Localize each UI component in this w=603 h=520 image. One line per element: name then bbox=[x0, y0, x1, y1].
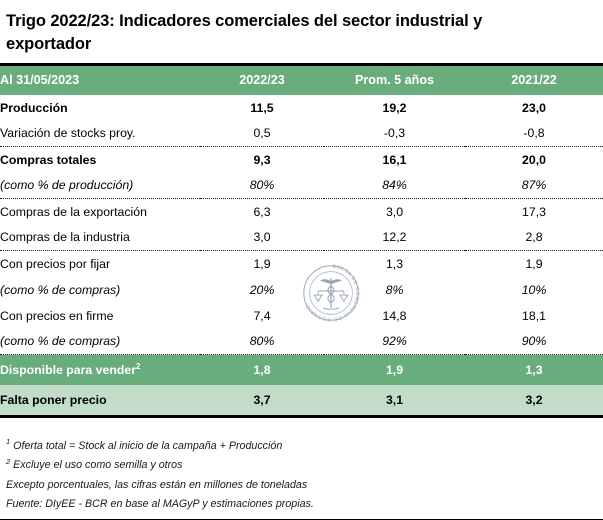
row-value-2022-23: 3,0 bbox=[200, 224, 324, 251]
footnote-text: Oferta total = Stock al inicio de la cam… bbox=[13, 440, 283, 452]
row-value-prom-5-anos: 84% bbox=[324, 172, 465, 199]
row-value-2022-23: 80% bbox=[200, 328, 324, 355]
row-label: (como % de compras) bbox=[0, 328, 200, 355]
row-value-prom-5-anos: 12,2 bbox=[324, 224, 465, 251]
row-value-2022-23: 9,3 bbox=[253, 152, 271, 167]
table-row: Compras de la exportación 6,3 3,0 17,3 bbox=[0, 199, 603, 225]
row-value-prom-5-anos: 8% bbox=[385, 282, 404, 297]
table-row-highlight-falta-precio: Falta poner precio 3,7 3,1 3,2 bbox=[0, 385, 603, 418]
row-value-prom-5-anos: 16,1 bbox=[382, 152, 407, 167]
table-row: (como % de compras) 20% 8% 10% bbox=[0, 277, 603, 303]
row-value-2022-23: 6,3 bbox=[253, 204, 271, 219]
row-value-2022-23: 20% bbox=[249, 282, 275, 297]
row-value-prom-5-anos: 14,8 bbox=[382, 308, 407, 323]
row-value-2022-23: 1,9 bbox=[253, 256, 271, 271]
footnotes: 1 Oferta total = Stock al inicio de la ca… bbox=[0, 434, 603, 520]
column-header-label: Al 31/05/2023 bbox=[0, 63, 200, 95]
row-value-2021-22: 3,2 bbox=[465, 385, 603, 418]
row-value-prom-5-anos: 1,3 bbox=[385, 256, 404, 271]
column-header-2022-23: 2022/23 bbox=[200, 63, 324, 95]
row-value-prom-5-anos: 19,2 bbox=[382, 100, 407, 115]
row-label: Compras de la industria bbox=[0, 224, 200, 251]
row-value-prom-5-anos: 92% bbox=[324, 328, 465, 355]
table-row-highlight-disponible: Disponible para vender2 1,8 1,9 1,3 bbox=[0, 354, 603, 386]
row-value-2021-22: 1,3 bbox=[525, 363, 543, 377]
column-header-prom-5-anos: Prom. 5 años bbox=[324, 63, 465, 95]
footnote-line: Excepto porcentuales, las cifras están e… bbox=[6, 476, 603, 495]
table-row: Producción 11,5 19,2 23,0 bbox=[0, 95, 603, 121]
row-value-2021-22: 23,0 bbox=[522, 100, 546, 115]
row-label: Compras de la exportación bbox=[0, 204, 147, 219]
row-value-2021-22: 17,3 bbox=[522, 204, 546, 219]
row-value-2021-22: 2,8 bbox=[465, 224, 603, 251]
row-label: Con precios por fijar bbox=[0, 256, 111, 271]
indicators-table: Al 31/05/2023 2022/23 Prom. 5 años 2021/… bbox=[0, 63, 603, 418]
row-value-2022-23: 1,8 bbox=[253, 363, 271, 377]
row-value-prom-5-anos: 3,0 bbox=[385, 204, 404, 219]
row-label: (como % de producción) bbox=[0, 172, 200, 199]
row-label: (como % de compras) bbox=[0, 282, 121, 297]
row-value-prom-5-anos: 1,9 bbox=[385, 363, 404, 377]
table-row: Compras totales 9,3 16,1 20,0 bbox=[0, 147, 603, 173]
row-value-prom-5-anos: -0,3 bbox=[324, 120, 465, 147]
footnote-text: Excluye el uso como semilla y otros bbox=[13, 459, 183, 472]
row-value-prom-5-anos: 3,1 bbox=[324, 385, 465, 418]
row-label: Variación de stocks proy. bbox=[0, 120, 200, 147]
table-body: Producción 11,5 19,2 23,0 Variación de stock… bbox=[0, 95, 603, 418]
footnote-text: Excepto porcentuales, las cifras están e… bbox=[6, 478, 308, 491]
row-value-2022-23: 0,5 bbox=[200, 120, 324, 147]
footnote-line: Fuente: DIyEE - BCR en base al MAGyP y e… bbox=[6, 495, 603, 514]
row-value-2021-22: 18,1 bbox=[522, 308, 546, 323]
table-row: Variación de stocks proy. 0,5 -0,3 -0,8 bbox=[0, 120, 603, 147]
row-value-2022-23: 80% bbox=[200, 172, 324, 199]
row-value-2022-23: 3,7 bbox=[200, 385, 324, 418]
row-value-2021-22: 87% bbox=[465, 172, 603, 199]
table-row: Con precios en firme 7,4 14,8 18,1 bbox=[0, 303, 603, 329]
footnote-marker: 2 bbox=[6, 456, 11, 466]
row-label: Disponible para vender2 bbox=[0, 355, 200, 386]
row-label-text: Disponible para vender bbox=[0, 363, 136, 377]
column-header-2021-22: 2021/22 bbox=[465, 63, 603, 95]
footnote-marker: 1 bbox=[6, 437, 11, 447]
table-row: Con precios por fijar 1,9 1,3 1,9 bbox=[0, 251, 603, 277]
row-label: Producción bbox=[0, 100, 68, 115]
row-value-2021-22: -0,8 bbox=[465, 120, 603, 147]
table-row: Compras de la industria 3,0 12,2 2,8 bbox=[0, 224, 603, 251]
table-row: (como % de producción) 80% 84% 87% bbox=[0, 172, 603, 199]
footnote-text: Fuente: DIyEE - BCR en base al MAGyP y e… bbox=[6, 498, 314, 511]
row-value-2021-22: 10% bbox=[521, 282, 547, 297]
page-title: Trigo 2022/23: Indicadores comerciales d… bbox=[6, 12, 483, 54]
footnote-marker: 2 bbox=[136, 361, 141, 371]
table-header-row: Al 31/05/2023 2022/23 Prom. 5 años 2021/… bbox=[0, 63, 603, 95]
row-label: Con precios en firme bbox=[0, 308, 114, 323]
row-value-2021-22: 20,0 bbox=[522, 152, 546, 167]
row-value-2022-23: 7,4 bbox=[253, 308, 271, 323]
table-row: (como % de compras) 80% 92% 90% bbox=[0, 328, 603, 355]
footnote-line: 1 Oferta total = Stock al inicio de la ca… bbox=[6, 437, 603, 456]
row-label: Falta poner precio bbox=[0, 385, 200, 418]
row-value-2021-22: 1,9 bbox=[525, 256, 543, 271]
row-label: Compras totales bbox=[0, 152, 97, 167]
indicators-table-container: Al 31/05/2023 2022/23 Prom. 5 años 2021/… bbox=[0, 63, 603, 418]
row-value-2021-22: 90% bbox=[465, 328, 603, 355]
footnote-line: 2 Excluye el uso como semilla y otros bbox=[6, 456, 603, 475]
row-value-2022-23: 11,5 bbox=[250, 100, 274, 115]
table-header: Al 31/05/2023 2022/23 Prom. 5 años 2021/… bbox=[0, 63, 603, 95]
